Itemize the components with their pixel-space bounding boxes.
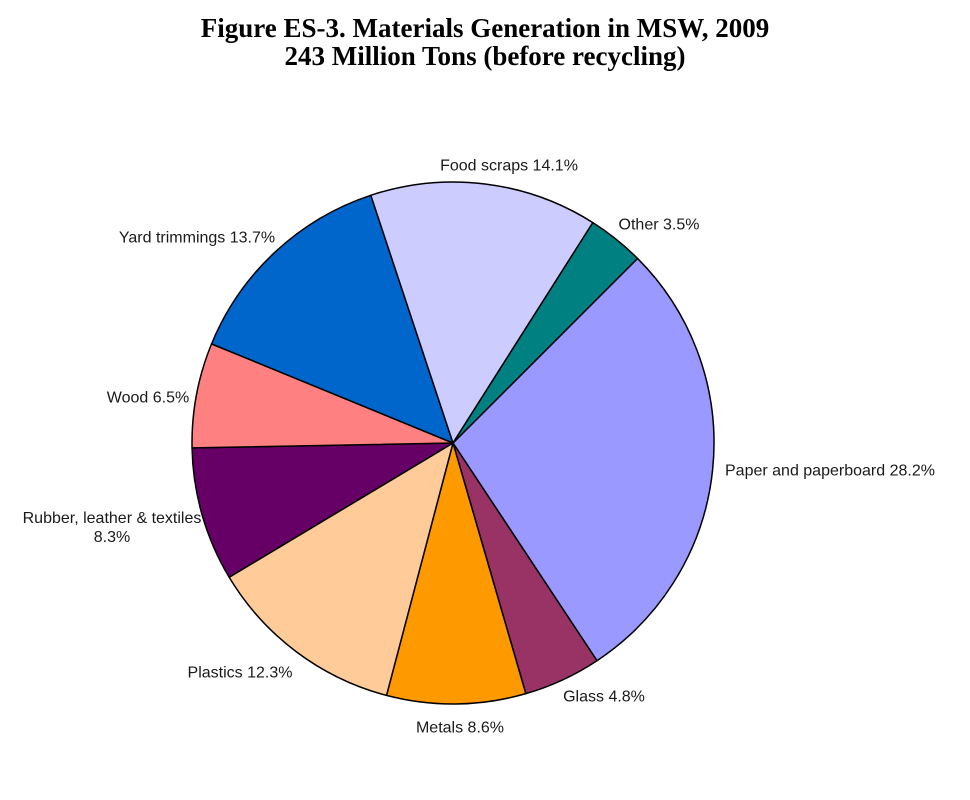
- pie-slice-yard-trimmings: [210, 194, 454, 444]
- pie-slice-paper-and-paperboard: [452, 257, 715, 662]
- figure-title: Figure ES-3. Materials Generation in MSW…: [0, 14, 970, 70]
- figure-title-line2: 243 Million Tons (before recycling): [284, 41, 686, 71]
- pie-slice-metals: [385, 442, 527, 705]
- pie-slice-rubber-leather-textiles: [191, 442, 454, 579]
- pie-slice-food-scraps: [370, 181, 594, 444]
- figure-title-line1: Figure ES-3. Materials Generation in MSW…: [200, 13, 770, 43]
- pie-slice-other: [452, 221, 639, 444]
- pie-slice-plastics: [228, 442, 454, 697]
